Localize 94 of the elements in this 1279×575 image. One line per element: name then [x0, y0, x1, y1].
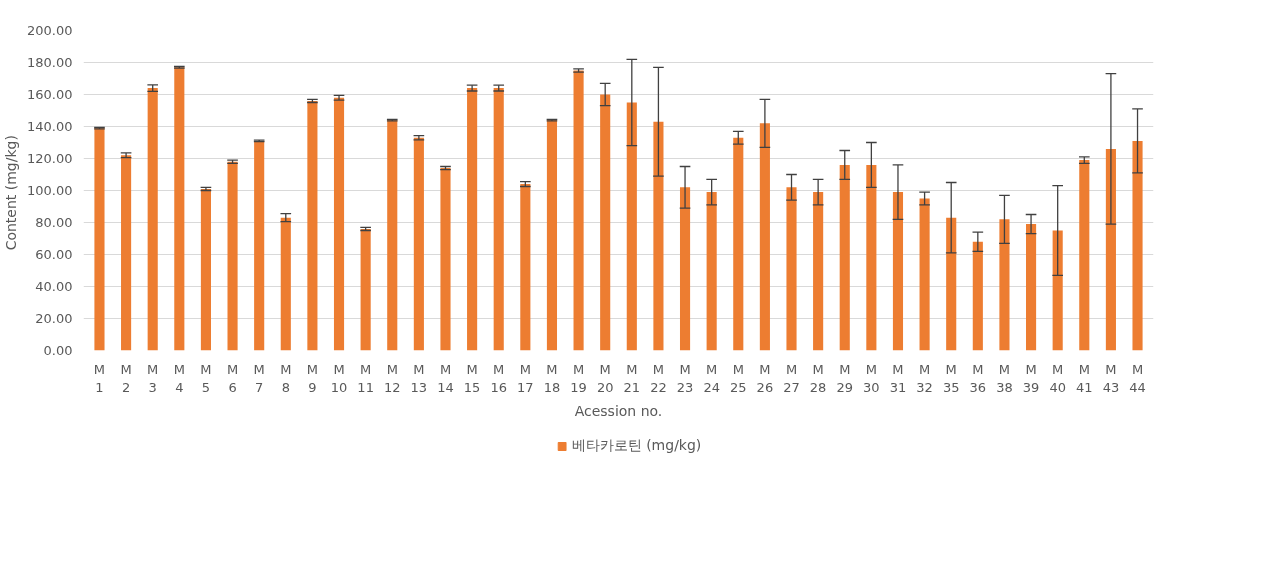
bar — [307, 100, 318, 351]
y-tick-label: 140.00 — [27, 119, 73, 134]
bar — [759, 123, 770, 351]
x-tick-label: M23 — [676, 361, 694, 395]
x-tick-label: M3 — [147, 361, 159, 395]
x-tick-label: M31 — [889, 361, 907, 395]
bar — [333, 97, 345, 351]
bar — [467, 88, 478, 351]
x-tick-label: M20 — [596, 361, 614, 395]
bar — [972, 241, 983, 351]
bar — [546, 120, 558, 351]
x-tick-label: M38 — [996, 361, 1013, 395]
bar — [1052, 230, 1063, 351]
x-tick-label: M12 — [383, 361, 401, 395]
bar — [280, 217, 291, 351]
bar — [786, 187, 797, 351]
bar — [919, 198, 930, 351]
x-tick-label: M36 — [969, 361, 987, 395]
bar — [493, 88, 504, 351]
x-tick-label: M40 — [1049, 361, 1066, 395]
bar — [174, 67, 185, 351]
bar — [387, 120, 398, 351]
x-tick-label: M14 — [437, 361, 454, 395]
x-tick-label: M22 — [650, 361, 667, 395]
y-tick-label: 40.00 — [35, 279, 73, 294]
bar — [254, 140, 265, 351]
x-tick-label: M30 — [863, 361, 880, 395]
bar — [653, 121, 664, 351]
x-tick-label: M17 — [517, 361, 534, 395]
bar — [440, 168, 451, 351]
y-tick-label: 200.00 — [27, 23, 73, 38]
x-tick-label: M35 — [942, 361, 960, 395]
bar — [839, 164, 850, 351]
x-tick-label: M1 — [93, 361, 106, 395]
x-tick-label: M4 — [173, 361, 185, 395]
x-tick-label: M5 — [200, 361, 212, 395]
bar — [360, 228, 371, 351]
y-tick-label: 20.00 — [35, 311, 73, 326]
bar — [1132, 140, 1143, 351]
y-tick-label: 80.00 — [35, 215, 73, 230]
x-axis-title: Acession no. — [574, 402, 663, 419]
x-tick-label: M2 — [120, 361, 132, 395]
x-tick-label: M15 — [463, 361, 481, 395]
x-tick-label: M9 — [306, 361, 319, 395]
bar — [600, 94, 611, 351]
x-tick-label: M32 — [916, 361, 933, 395]
x-tick-label: M44 — [1129, 361, 1146, 395]
y-tick-label: 60.00 — [35, 247, 73, 262]
x-tick-label: M10 — [330, 361, 348, 395]
bar — [1026, 224, 1037, 351]
x-tick-label: M43 — [1102, 361, 1120, 395]
bar — [892, 192, 904, 351]
bar — [1079, 160, 1090, 351]
bar — [121, 155, 132, 351]
bar — [573, 70, 584, 351]
x-tick-label: M18 — [543, 361, 561, 395]
x-tick-label: M21 — [623, 361, 641, 395]
x-tick-label: M39 — [1022, 361, 1040, 395]
bar — [999, 219, 1010, 351]
y-tick-label: 0.00 — [43, 343, 73, 358]
bar — [520, 184, 531, 351]
x-tick-label: M27 — [783, 361, 800, 395]
x-tick-label: M11 — [357, 361, 374, 395]
x-tick-label: M8 — [280, 361, 292, 395]
y-tick-label: 180.00 — [27, 55, 73, 70]
bar — [626, 102, 637, 351]
y-tick-label: 160.00 — [27, 87, 73, 102]
bar — [946, 217, 957, 351]
x-tick-label: M29 — [836, 361, 854, 395]
bar — [706, 192, 717, 351]
bar — [866, 164, 877, 351]
x-tick-label: M16 — [490, 361, 507, 395]
bar — [1105, 148, 1116, 351]
x-tick-label: M24 — [703, 361, 720, 395]
bar — [147, 88, 158, 351]
legend-label: 베타카로틴 (mg/kg) — [571, 437, 702, 455]
x-tick-label: M7 — [253, 361, 265, 395]
x-tick-label: M26 — [756, 361, 774, 395]
bar — [227, 161, 238, 351]
x-tick-label: M6 — [226, 361, 239, 395]
x-tick-label: M25 — [730, 361, 747, 395]
y-axis-title: Content (mg/kg) — [3, 135, 20, 251]
y-tick-label: 120.00 — [27, 151, 73, 166]
x-tick-label: M13 — [410, 361, 428, 395]
bar — [413, 137, 424, 351]
bar — [679, 187, 691, 351]
y-tick-label: 100.00 — [27, 183, 73, 198]
bar — [94, 128, 105, 351]
bar — [813, 192, 824, 351]
bar — [733, 137, 744, 351]
x-tick-label: M28 — [809, 361, 827, 395]
x-tick-label: M19 — [570, 361, 587, 395]
bar — [200, 188, 211, 351]
x-tick-label: M41 — [1076, 361, 1093, 395]
